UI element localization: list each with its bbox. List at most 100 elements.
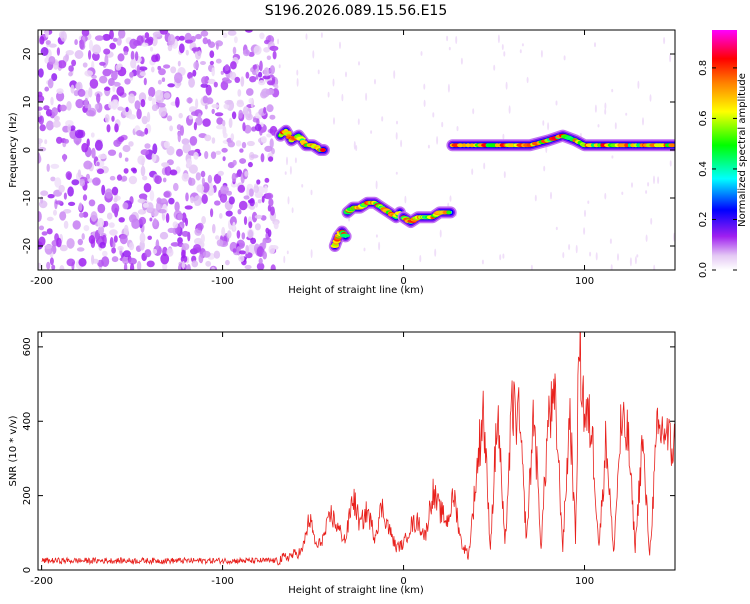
noise-blob: [44, 244, 53, 249]
noise-blob: [265, 227, 270, 234]
noise-blob: [56, 237, 62, 248]
noise-blob: [130, 263, 135, 270]
noise-blob: [212, 223, 216, 234]
noise-blob: [97, 217, 105, 228]
noise-blob: [266, 55, 272, 61]
noise-blob: [74, 129, 84, 139]
faint-dot: [439, 229, 442, 238]
ridge-hotspot: [668, 143, 675, 148]
noise-blob: [239, 148, 244, 153]
noise-blob: [137, 198, 146, 204]
faint-dot: [562, 252, 565, 259]
top-y-tick-label: -20: [22, 238, 33, 254]
faint-dot: [363, 247, 366, 252]
noise-blob: [98, 153, 107, 160]
noise-blob: [68, 65, 74, 72]
noise-blob: [155, 89, 164, 101]
noise-blob: [73, 90, 79, 97]
noise-blob: [94, 35, 104, 41]
noise-blob: [213, 81, 218, 88]
noise-blob: [141, 42, 149, 47]
noise-blob: [134, 51, 139, 62]
faint-dot: [420, 51, 423, 56]
faint-dot: [381, 116, 384, 122]
noise-blob: [108, 222, 115, 228]
faint-dot: [441, 121, 444, 128]
noise-blob: [263, 185, 268, 194]
colorbar-tick-label: 0.2: [698, 212, 709, 228]
noise-blob: [261, 195, 265, 203]
noise-blob: [38, 211, 42, 222]
noise-blob: [50, 96, 54, 106]
noise-blob: [63, 138, 69, 144]
noise-blob: [47, 78, 54, 89]
noise-blob: [193, 151, 199, 160]
noise-blob: [161, 162, 170, 168]
noise-blob: [96, 161, 100, 167]
noise-blob: [66, 258, 76, 267]
faint-dot: [393, 70, 396, 79]
faint-dot: [540, 50, 543, 58]
noise-blob: [79, 39, 85, 50]
noise-blob: [99, 61, 106, 66]
noise-blob: [149, 190, 155, 202]
noise-blob: [201, 194, 208, 204]
noise-blob: [136, 64, 140, 76]
noise-blob: [130, 50, 135, 61]
noise-blob: [154, 175, 162, 185]
faint-dot: [404, 195, 407, 204]
noise-blob: [77, 88, 86, 97]
ridge-hotspot: [624, 143, 630, 148]
noise-blob: [138, 66, 148, 71]
noise-blob: [264, 145, 273, 152]
noise-blob: [84, 97, 89, 109]
noise-blob: [155, 239, 160, 251]
noise-blob: [38, 152, 41, 164]
faint-dot: [575, 244, 578, 254]
noise-blob: [194, 200, 199, 206]
bottom-y-tick-label: 400: [22, 412, 33, 431]
noise-blob: [88, 235, 96, 244]
faint-dot: [631, 182, 633, 188]
ridge-hotspot: [446, 210, 452, 215]
noise-blob: [165, 213, 170, 223]
noise-blob: [220, 70, 224, 75]
noise-blob: [116, 37, 122, 46]
noise-blob: [236, 246, 241, 256]
colorbar-tick-label: 0.6: [698, 110, 709, 126]
noise-blob: [168, 197, 175, 205]
noise-blob: [238, 200, 248, 211]
noise-blob: [111, 115, 115, 122]
noise-blob: [63, 220, 69, 229]
noise-blob: [124, 78, 131, 85]
top-y-tick-label: 20: [22, 48, 33, 61]
noise-blob: [180, 125, 184, 136]
noise-blob: [227, 30, 237, 36]
noise-blob: [224, 64, 230, 72]
noise-blob: [245, 71, 250, 79]
noise-blob: [160, 253, 170, 265]
bottom-y-tick-label: 600: [22, 337, 33, 356]
noise-blob: [45, 30, 49, 38]
bottom-x-tick-label: 100: [575, 576, 594, 587]
noise-blob: [44, 139, 48, 145]
bottom-x-tick-label: 0: [400, 576, 406, 587]
noise-blob: [211, 108, 215, 114]
faint-dot: [508, 105, 511, 114]
noise-blob: [273, 221, 279, 230]
noise-blob: [173, 182, 179, 192]
noise-blob: [117, 53, 125, 62]
noise-blob: [206, 97, 214, 105]
noise-blob: [123, 46, 129, 53]
noise-blob: [142, 175, 148, 181]
noise-blob: [202, 118, 211, 127]
noise-blob: [112, 241, 116, 248]
noise-blob: [151, 66, 155, 73]
noise-blob: [225, 210, 233, 217]
faint-dot: [583, 227, 586, 235]
noise-blob: [214, 112, 224, 117]
noise-blob: [163, 141, 170, 149]
noise-blob: [216, 124, 224, 130]
noise-blob: [152, 248, 158, 255]
faint-dot: [283, 255, 286, 264]
